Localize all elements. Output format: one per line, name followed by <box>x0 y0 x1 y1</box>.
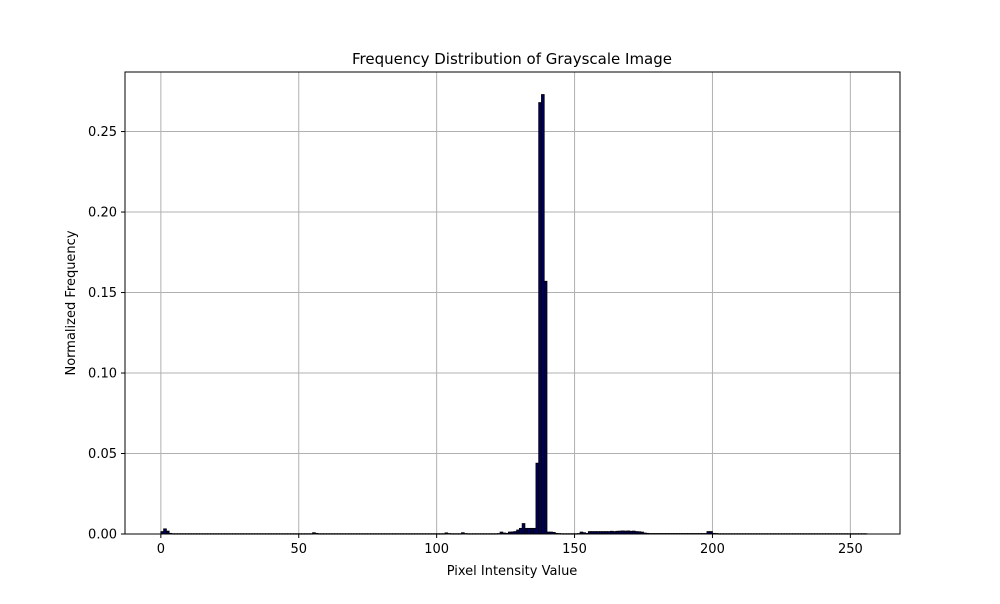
histogram-bar <box>530 527 534 535</box>
histogram-bar <box>163 528 167 535</box>
histogram-bar <box>527 527 531 535</box>
histogram-bar <box>541 94 545 535</box>
x-tick-label: 200 <box>700 542 725 557</box>
histogram-bars <box>160 94 868 535</box>
histogram-bar <box>532 527 537 535</box>
histogram-bar <box>521 523 526 535</box>
chart-title: Frequency Distribution of Grayscale Imag… <box>352 50 672 68</box>
histogram-bar <box>538 102 542 535</box>
x-axis-ticks: 0 50 100 150 200 250 <box>157 534 863 557</box>
x-tick-label: 100 <box>424 542 449 557</box>
histogram-bar <box>543 280 548 535</box>
y-axis-label: Normalized Frequency <box>64 230 79 375</box>
y-tick-label: 0.20 <box>88 206 117 221</box>
y-tick-label: 0.00 <box>88 528 117 543</box>
x-tick-label: 250 <box>838 542 863 557</box>
grid-lines <box>125 72 900 535</box>
y-tick-label: 0.10 <box>88 367 117 382</box>
histogram-bar <box>535 462 540 535</box>
plot-frame <box>124 71 901 535</box>
y-tick-label: 0.25 <box>88 125 117 140</box>
x-axis-label: Pixel Intensity Value <box>447 564 578 579</box>
x-tick-label: 150 <box>562 542 587 557</box>
histogram-bar <box>524 527 529 535</box>
x-tick-label: 50 <box>290 542 307 557</box>
histogram-bar <box>518 527 523 535</box>
x-tick-label: 0 <box>157 542 165 557</box>
y-tick-label: 0.15 <box>88 286 117 301</box>
y-tick-label: 0.05 <box>88 447 117 462</box>
histogram-bar <box>516 529 520 535</box>
y-axis-ticks: 0.00 0.05 0.10 0.15 0.20 0.25 <box>88 125 125 543</box>
